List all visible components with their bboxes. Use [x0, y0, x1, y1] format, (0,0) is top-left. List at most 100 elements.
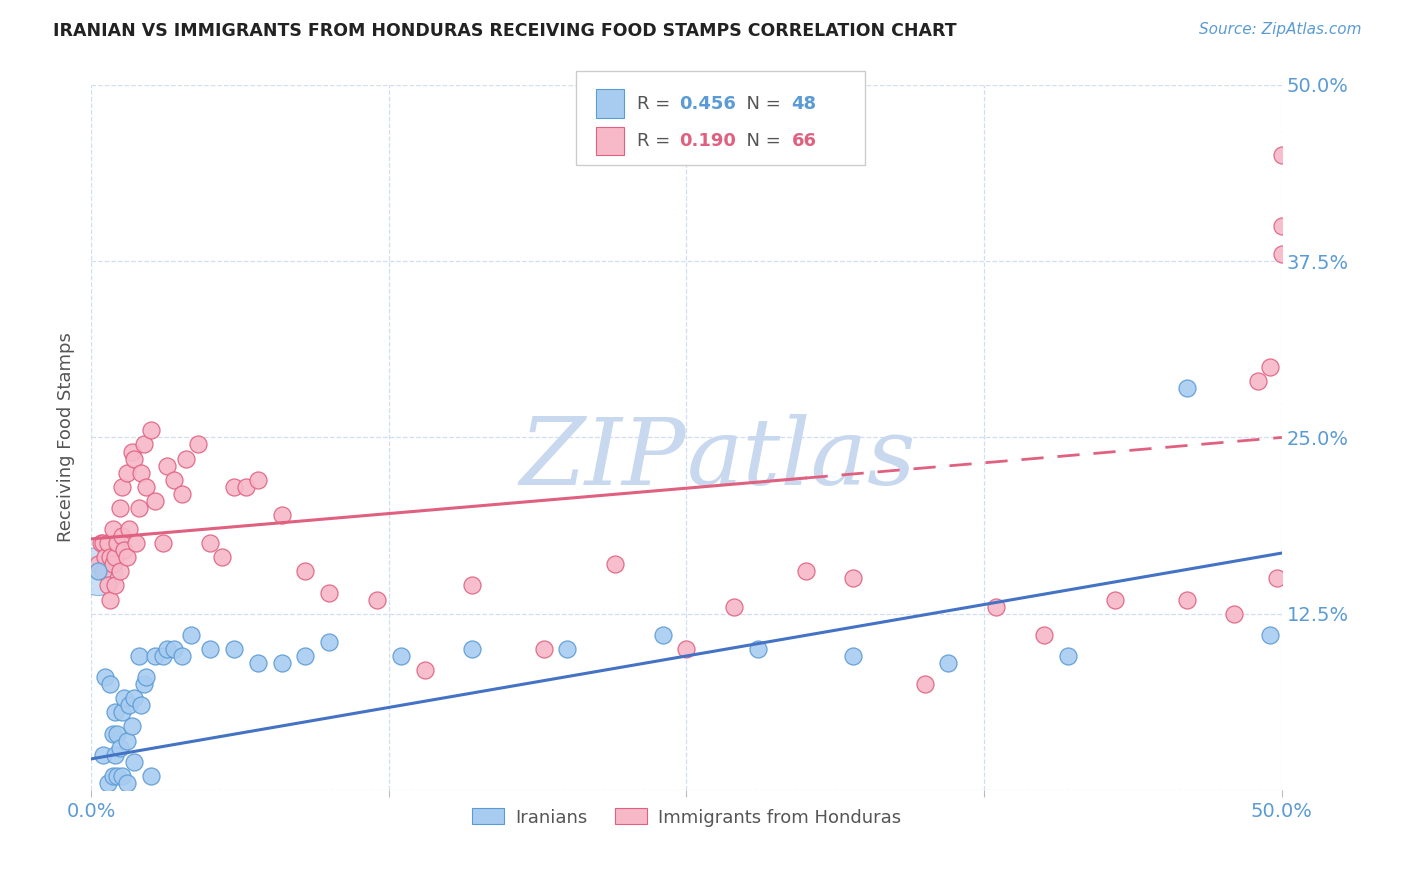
Point [108, 500, 131, 515]
Point [145, 648, 167, 663]
Point [675, 641, 697, 656]
Point [389, 648, 412, 663]
Text: N =: N = [735, 132, 787, 150]
Point [794, 565, 817, 579]
Point [101, 522, 124, 536]
Point [129, 698, 152, 713]
Point [1265, 571, 1288, 585]
Point [111, 706, 134, 720]
Point [156, 641, 179, 656]
Point [97, 776, 120, 790]
Point [152, 648, 174, 663]
Point [97, 578, 120, 592]
Point [366, 592, 388, 607]
Point [170, 648, 193, 663]
Point [842, 648, 865, 663]
Point [115, 733, 138, 747]
Point [122, 755, 145, 769]
Point [135, 480, 157, 494]
Point [270, 656, 292, 670]
Point [1056, 648, 1078, 663]
Point [87, 558, 110, 572]
Point [222, 641, 245, 656]
Point [115, 550, 138, 565]
Point [1104, 592, 1126, 607]
Point [115, 466, 138, 480]
Text: 0.456: 0.456 [679, 95, 735, 112]
Point [87, 565, 110, 579]
Point [318, 635, 340, 649]
Point [87, 565, 110, 579]
Point [135, 670, 157, 684]
Point [111, 529, 134, 543]
Point [125, 536, 148, 550]
Point [104, 550, 127, 565]
Point [128, 648, 150, 663]
Point [105, 536, 128, 550]
Text: N =: N = [735, 95, 787, 112]
Point [270, 508, 292, 522]
Point [461, 641, 484, 656]
Point [111, 480, 134, 494]
Point [235, 480, 257, 494]
Point [603, 558, 626, 572]
Point [114, 691, 136, 706]
Point [200, 536, 222, 550]
Point [163, 641, 186, 656]
Point [115, 776, 138, 790]
Point [1223, 607, 1246, 621]
Point [1032, 628, 1054, 642]
Point [101, 726, 124, 740]
Legend: Iranians, Immigrants from Honduras: Iranians, Immigrants from Honduras [465, 801, 908, 834]
Point [984, 599, 1007, 614]
Point [91, 747, 114, 762]
Point [91, 565, 114, 579]
Point [104, 578, 127, 592]
Point [557, 641, 579, 656]
Point [246, 473, 269, 487]
Text: 66: 66 [792, 132, 817, 150]
Point [101, 769, 124, 783]
Point [104, 747, 127, 762]
Text: R =: R = [637, 95, 676, 112]
Point [246, 656, 269, 670]
Text: Source: ZipAtlas.com: Source: ZipAtlas.com [1198, 22, 1361, 37]
Point [121, 719, 143, 733]
Point [118, 698, 141, 713]
Text: IRANIAN VS IMMIGRANTS FROM HONDURAS RECEIVING FOOD STAMPS CORRELATION CHART: IRANIAN VS IMMIGRANTS FROM HONDURAS RECE… [53, 22, 957, 40]
Point [114, 543, 136, 558]
Point [105, 726, 128, 740]
Point [121, 444, 143, 458]
Point [1258, 359, 1281, 374]
Point [1271, 219, 1294, 233]
Point [723, 599, 745, 614]
Point [122, 451, 145, 466]
Point [98, 592, 121, 607]
Point [94, 550, 117, 565]
Point [101, 558, 124, 572]
Point [90, 536, 112, 550]
Point [104, 706, 127, 720]
Point [118, 522, 141, 536]
Point [1271, 148, 1294, 162]
Point [108, 565, 131, 579]
Point [200, 641, 222, 656]
Point [152, 536, 174, 550]
Point [413, 663, 436, 677]
Point [105, 769, 128, 783]
Point [145, 494, 167, 508]
Point [139, 769, 162, 783]
Point [163, 473, 186, 487]
Point [132, 437, 155, 451]
Point [1247, 374, 1270, 388]
Text: R =: R = [637, 132, 676, 150]
Point [156, 458, 179, 473]
Point [938, 656, 960, 670]
Point [187, 437, 209, 451]
Point [111, 769, 134, 783]
Text: atlas: atlas [686, 414, 915, 504]
Y-axis label: Receiving Food Stamps: Receiving Food Stamps [58, 333, 75, 542]
Point [132, 677, 155, 691]
Point [128, 500, 150, 515]
Point [1258, 628, 1281, 642]
